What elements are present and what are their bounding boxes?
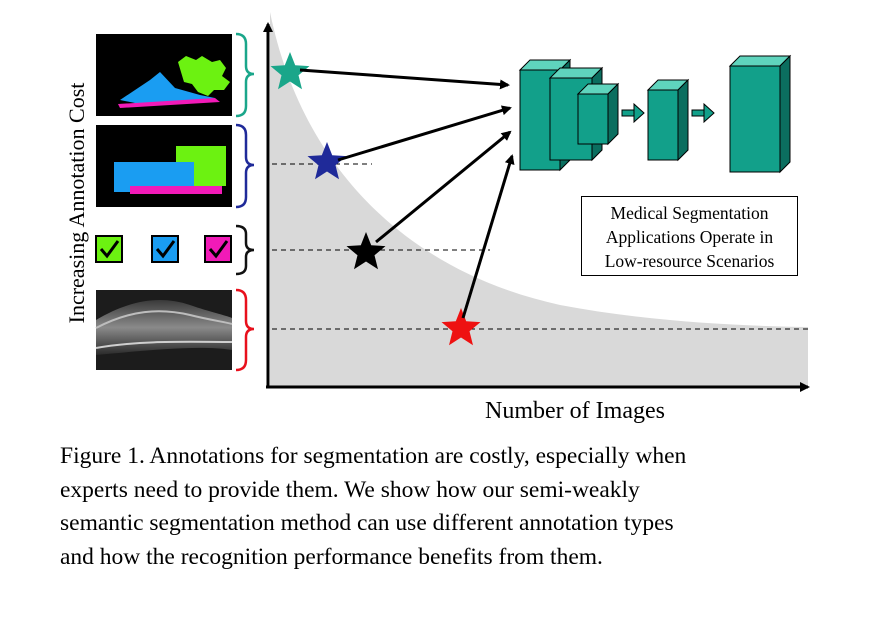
figure-graphic bbox=[95, 12, 810, 392]
callout-line: Low-resource Scenarios bbox=[604, 251, 775, 271]
thumbnail-bounding-boxes bbox=[96, 125, 232, 207]
figure-caption: Figure 1. Annotations for segmentation a… bbox=[60, 440, 835, 574]
callout-box: Medical Segmentation Applications Operat… bbox=[581, 196, 798, 276]
caption-line: experts need to provide them. We show ho… bbox=[60, 476, 640, 503]
caption-line: Figure 1. Annotations for segmentation a… bbox=[60, 443, 687, 469]
brace-dense bbox=[235, 32, 255, 118]
brace-unlabeled bbox=[235, 288, 255, 372]
brace-boxes bbox=[235, 123, 255, 209]
star-dense bbox=[270, 52, 310, 90]
segmentation-network bbox=[518, 54, 792, 174]
cost-curve-area bbox=[270, 12, 808, 387]
callout-line: Medical Segmentation bbox=[610, 203, 769, 223]
arrow-dense bbox=[299, 68, 510, 90]
thumbnail-image-labels bbox=[95, 235, 232, 263]
brace-labels bbox=[235, 224, 255, 276]
caption-line: and how the recognition performance bene… bbox=[60, 543, 603, 570]
callout-line: Applications Operate in bbox=[605, 227, 774, 247]
thumbnail-dense-mask bbox=[96, 34, 232, 116]
arrow-unlabeled bbox=[461, 154, 515, 319]
star-boxes bbox=[307, 142, 347, 180]
thumbnail-unlabeled-scan bbox=[95, 290, 233, 370]
x-axis-label: Number of Images bbox=[485, 398, 665, 424]
figure-1: Increasing Annotation Cost Number of Ima… bbox=[64, 12, 810, 424]
arrow-labels bbox=[375, 130, 512, 244]
arrow-boxes bbox=[337, 105, 512, 162]
y-axis-label: Increasing Annotation Cost bbox=[64, 82, 89, 324]
star-labels bbox=[346, 232, 386, 270]
star-unlabeled bbox=[441, 308, 481, 346]
caption-line: semantic segmentation method can use dif… bbox=[60, 510, 674, 536]
